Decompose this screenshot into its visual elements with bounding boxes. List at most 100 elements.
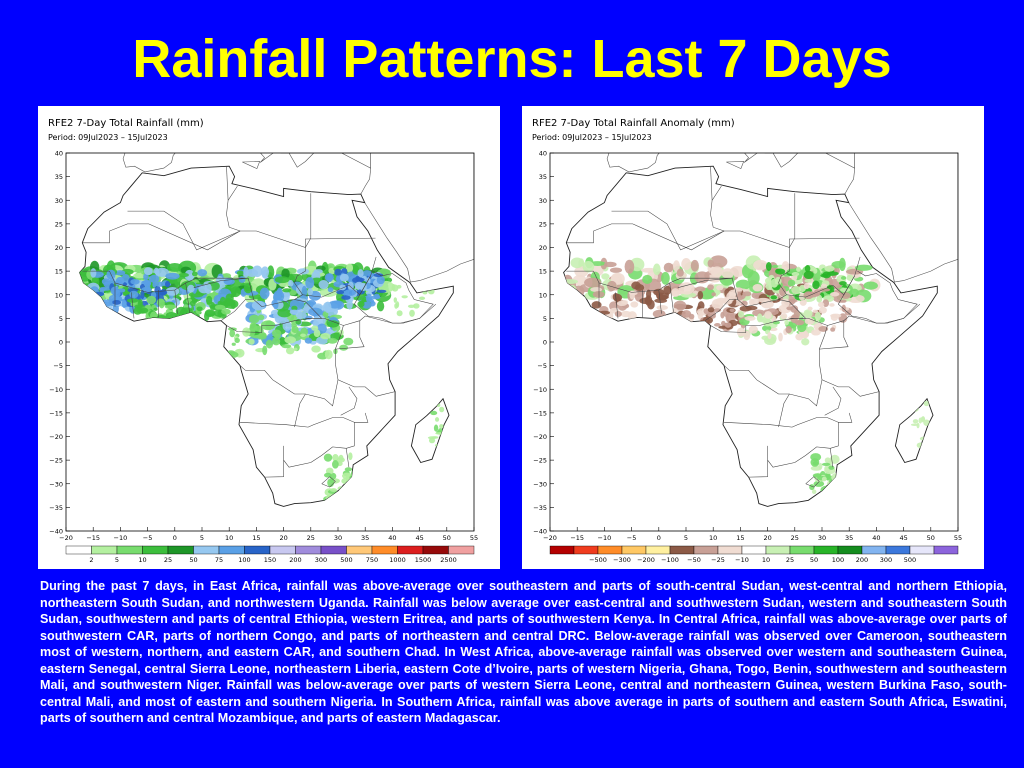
lat-tick-label: 30: [539, 197, 547, 205]
legend-swatch: [669, 545, 695, 555]
lon-tick-label: −10: [598, 534, 612, 542]
country-border: [82, 270, 303, 307]
lat-tick-label: −35: [533, 504, 547, 512]
lon-tick-label: 55: [954, 534, 962, 542]
lat-tick-label: −5: [53, 362, 63, 370]
lon-tick-label: 45: [899, 534, 907, 542]
lat-tick-label: 5: [543, 315, 547, 323]
lat-tick-label: −10: [49, 386, 63, 394]
lon-tick-label: 40: [388, 534, 396, 542]
country-border: [566, 223, 725, 251]
legend-swatch: [909, 545, 935, 555]
lat-tick-label: 35: [55, 173, 63, 181]
madagascar-outline: [410, 397, 450, 464]
legend-label: 750: [366, 556, 378, 564]
legend-label: 1500: [415, 556, 432, 564]
legend-swatch: [885, 545, 911, 555]
legend-label: −10: [735, 556, 749, 564]
lat-tick-label: 20: [539, 244, 547, 252]
legend-label: 200: [289, 556, 301, 564]
rainfall-shading: [79, 260, 449, 506]
country-border: [82, 223, 241, 251]
lat-tick-label: 30: [55, 197, 63, 205]
legend-swatch: [837, 545, 863, 555]
legend-swatch: [448, 545, 475, 555]
lon-tick-label: −10: [114, 534, 128, 542]
legend-swatch: [142, 545, 169, 555]
lat-tick-label: 40: [55, 150, 63, 158]
lat-tick-label: −40: [49, 528, 63, 536]
legend-label: −50: [687, 556, 701, 564]
lat-tick-label: −20: [49, 433, 63, 441]
legend-label: 200: [856, 556, 868, 564]
lon-tick-label: 10: [225, 534, 233, 542]
country-border: [704, 299, 738, 321]
lat-tick-label: 25: [55, 220, 63, 228]
legend-swatch: [741, 545, 767, 555]
lon-tick-label: 35: [845, 534, 853, 542]
country-border: [677, 277, 733, 288]
lon-tick-label: 45: [415, 534, 423, 542]
lon-tick-label: 5: [200, 534, 204, 542]
legend-swatch: [621, 545, 647, 555]
lat-tick-label: 15: [539, 268, 547, 276]
legend-label: 25: [164, 556, 172, 564]
land-outline: [606, 153, 660, 173]
lat-tick-label: −10: [533, 386, 547, 394]
lon-tick-label: 50: [443, 534, 451, 542]
legend-label: 75: [215, 556, 223, 564]
land-outline: [726, 161, 745, 170]
lon-tick-label: −20: [543, 534, 557, 542]
lon-tick-label: −15: [570, 534, 584, 542]
lon-tick-label: 50: [927, 534, 935, 542]
lon-tick-label: 15: [736, 534, 744, 542]
legend-swatch: [717, 545, 743, 555]
rainfall-anomaly-map-panel: RFE2 7-Day Total Rainfall Anomaly (mm) Pe…: [522, 106, 984, 569]
country-border: [340, 386, 358, 416]
country-border: [821, 379, 880, 397]
legend-swatch: [371, 545, 398, 555]
legend-swatch: [320, 545, 347, 555]
legend-swatch: [789, 545, 815, 555]
lat-tick-label: −35: [49, 504, 63, 512]
legend-swatch: [573, 545, 599, 555]
legend-swatch: [813, 545, 839, 555]
lat-tick-label: −5: [537, 362, 547, 370]
legend-label: 100: [238, 556, 250, 564]
lon-tick-label: 20: [279, 534, 287, 542]
lat-tick-label: −15: [49, 409, 63, 417]
country-border: [354, 412, 369, 423]
country-border: [353, 270, 434, 324]
country-border: [615, 292, 619, 319]
country-border: [710, 166, 713, 201]
lat-tick-label: −15: [533, 409, 547, 417]
lon-tick-label: −5: [143, 534, 153, 542]
rainfall-anomaly-map: RFE2 7-Day Total Rainfall Anomaly (mm) Pe…: [532, 118, 962, 564]
legend-swatch: [218, 545, 245, 555]
lon-tick-label: 35: [361, 534, 369, 542]
lon-tick-label: −5: [627, 534, 637, 542]
lon-tick-label: −20: [59, 534, 73, 542]
page-title: Rainfall Patterns: Last 7 Days: [132, 29, 892, 89]
lon-tick-label: 20: [763, 534, 771, 542]
lon-tick-label: 55: [470, 534, 478, 542]
land-outline: [743, 153, 758, 163]
country-border: [838, 412, 853, 423]
legend-label: 2: [89, 556, 93, 564]
lon-tick-label: 30: [818, 534, 826, 542]
country-border: [710, 185, 725, 232]
legend-swatch: [269, 545, 296, 555]
lon-tick-label: 0: [173, 534, 177, 542]
country-border: [778, 393, 790, 428]
country-border: [174, 289, 178, 314]
country-border: [748, 460, 768, 478]
lon-tick-label: 30: [334, 534, 342, 542]
country-border: [824, 386, 842, 416]
country-border: [819, 320, 849, 350]
legend-swatch: [65, 545, 92, 555]
legend-swatch: [549, 545, 575, 555]
country-border: [337, 379, 396, 397]
lat-tick-label: 0: [543, 339, 547, 347]
legend-label: 10: [138, 556, 146, 564]
legend-label: 300: [315, 556, 327, 564]
